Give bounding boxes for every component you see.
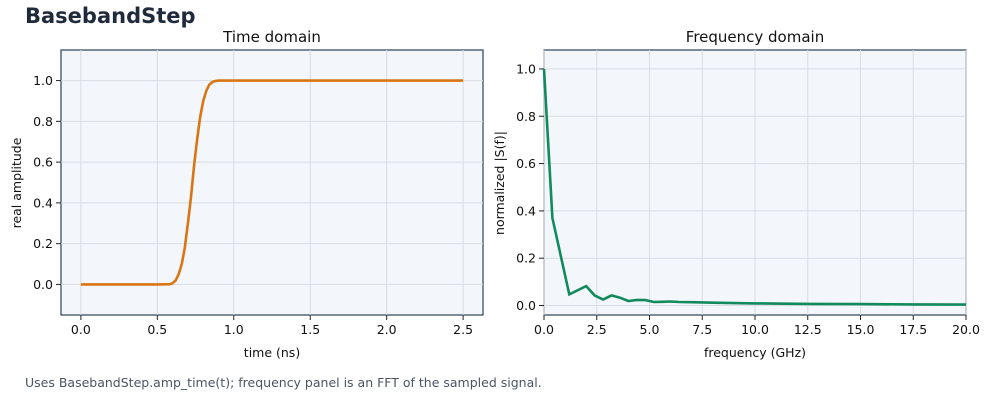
time-domain-y-label: real amplitude <box>9 137 24 228</box>
frequency-domain-x-tick-label: 20.0 <box>952 322 980 337</box>
frequency-domain-panel: 0.0 2.5 5.0 7.5 10.0 12.5 15.0 17.5 20.0 0.00.20… <box>492 28 980 360</box>
frequency-domain-x-tick-label: 0.0 <box>534 322 554 337</box>
frequency-domain-y-label: normalized |S(f)| <box>492 131 507 235</box>
time-domain-x-tick-label: 0.5 <box>147 322 167 337</box>
frequency-domain-x-tick-label: 7.5 <box>692 322 712 337</box>
time-domain-x-tick-label: 2.5 <box>453 322 473 337</box>
time-domain-x-ticks: 0.0 0.5 1.0 1.5 2.0 2.5 <box>71 315 473 337</box>
time-domain-x-tick-label: 1.0 <box>224 322 244 337</box>
frequency-domain-x-tick-label: 12.5 <box>794 322 822 337</box>
frequency-domain-y-tick-label: 0.0 <box>516 298 536 313</box>
time-domain-x-tick-label: 2.0 <box>377 322 397 337</box>
time-domain-plot-area <box>60 49 484 316</box>
frequency-domain-x-tick-label: 5.0 <box>640 322 660 337</box>
time-domain-y-tick-label: 0.6 <box>33 155 53 170</box>
frequency-domain-x-tick-label: 17.5 <box>899 322 927 337</box>
time-domain-y-ticks: 0.0 0.2 0.4 0.6 0.8 1.0 <box>33 73 61 292</box>
time-domain-y-tick-label: 0.0 <box>33 277 53 292</box>
frequency-domain-x-tick-label: 15.0 <box>847 322 875 337</box>
time-domain-y-tick-label: 0.2 <box>33 236 53 251</box>
frequency-domain-x-label: frequency (GHz) <box>704 345 806 360</box>
frequency-domain-y-tick-label: 0.4 <box>516 203 536 218</box>
frequency-domain-y-tick-label: 0.8 <box>516 109 536 124</box>
time-domain-x-tick-label: 0.0 <box>71 322 91 337</box>
frequency-domain-y-tick-label: 1.0 <box>516 61 536 76</box>
frequency-domain-y-tick-label: 0.6 <box>516 156 536 171</box>
frequency-domain-x-tick-label: 10.0 <box>741 322 769 337</box>
frequency-domain-x-tick-label: 2.5 <box>587 322 607 337</box>
frequency-domain-title: Frequency domain <box>686 28 824 46</box>
figure-caption: Uses BasebandStep.amp_time(t); frequency… <box>25 375 542 390</box>
time-domain-y-tick-label: 0.4 <box>33 195 53 210</box>
time-domain-x-tick-label: 1.5 <box>300 322 320 337</box>
time-domain-x-label: time (ns) <box>244 345 300 360</box>
time-domain-title: Time domain <box>222 28 321 46</box>
frequency-domain-spectrum-line <box>542 68 967 306</box>
time-domain-y-tick-label: 0.8 <box>33 114 53 129</box>
time-domain-step-line <box>80 79 464 286</box>
frequency-domain-grid <box>543 50 967 315</box>
time-domain-y-tick-label: 1.0 <box>33 73 53 88</box>
frequency-domain-y-tick-label: 0.2 <box>516 251 536 266</box>
time-domain-grid <box>61 50 483 315</box>
frequency-domain-y-ticks: 0.0 0.2 0.4 0.6 0.8 1.0 <box>516 61 544 313</box>
frequency-domain-x-ticks: 0.0 2.5 5.0 7.5 10.0 12.5 15.0 17.5 20.0 <box>534 315 980 337</box>
figure-title: BasebandStep <box>25 4 196 28</box>
time-domain-panel: 0.0 0.5 1.0 1.5 2.0 2.5 0.0 0.2 0.4 0.6 0.8 1.0 Ti… <box>9 28 484 360</box>
